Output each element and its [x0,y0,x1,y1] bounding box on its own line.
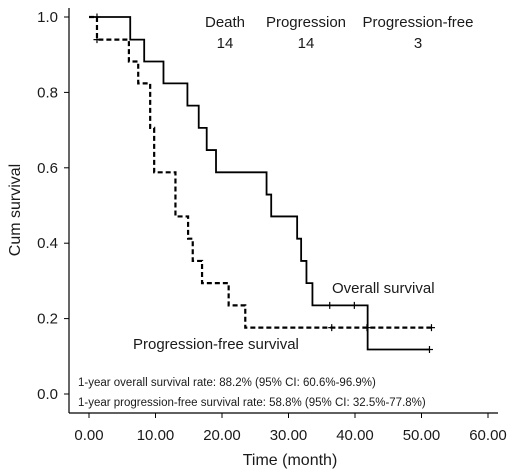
y-axis-title: Cum survival [7,164,24,256]
event-count-death: 14 [217,35,234,52]
x-tick-label-6: 60.00 [469,427,507,444]
x-tick-label-2: 20.00 [203,427,241,444]
event-header-death: Death [205,14,245,31]
x-axis-title: Time (month) [243,452,338,469]
series-1 [89,15,435,332]
series-line-0 [89,16,430,351]
x-tick-label-1: 10.00 [137,427,175,444]
x-tick-label-4: 40.00 [336,427,374,444]
series-line-1 [89,15,432,329]
event-count-progression-free: 3 [414,35,422,52]
event-header-progression-free: Progression-free [363,14,474,31]
axis-ticks: 0.00 10.00 20.00 30.00 40.00 50.00 60.00 0.0 0.2… [37,9,507,444]
x-tick-label-0: 0.00 [74,427,103,444]
y-tick-label-4: 0.8 [37,84,58,101]
annotation-overall-rate: 1-year overall survival rate: 88.2% (95%… [78,377,376,389]
y-tick-label-2: 0.4 [37,235,58,252]
y-tick-label-0: 0.0 [37,386,58,403]
x-tick-label-5: 50.00 [403,427,441,444]
x-tick-label-3: 30.00 [270,427,308,444]
series-label-progression-free: Progression-free survival [133,336,299,353]
y-tick-label-5: 1.0 [37,9,58,26]
y-tick-label-3: 0.6 [37,160,58,177]
series-label-overall: Overall survival [332,280,435,297]
event-count-progression: 14 [298,35,315,52]
y-tick-label-1: 0.2 [37,311,58,328]
series-0 [89,13,433,354]
event-table: Death Progression Progression-free 14 14… [205,14,473,52]
series-layer [89,13,435,354]
annotation-pfs-rate: 1-year progression-free survival rate: 5… [78,397,426,409]
event-header-progression: Progression [266,14,346,31]
